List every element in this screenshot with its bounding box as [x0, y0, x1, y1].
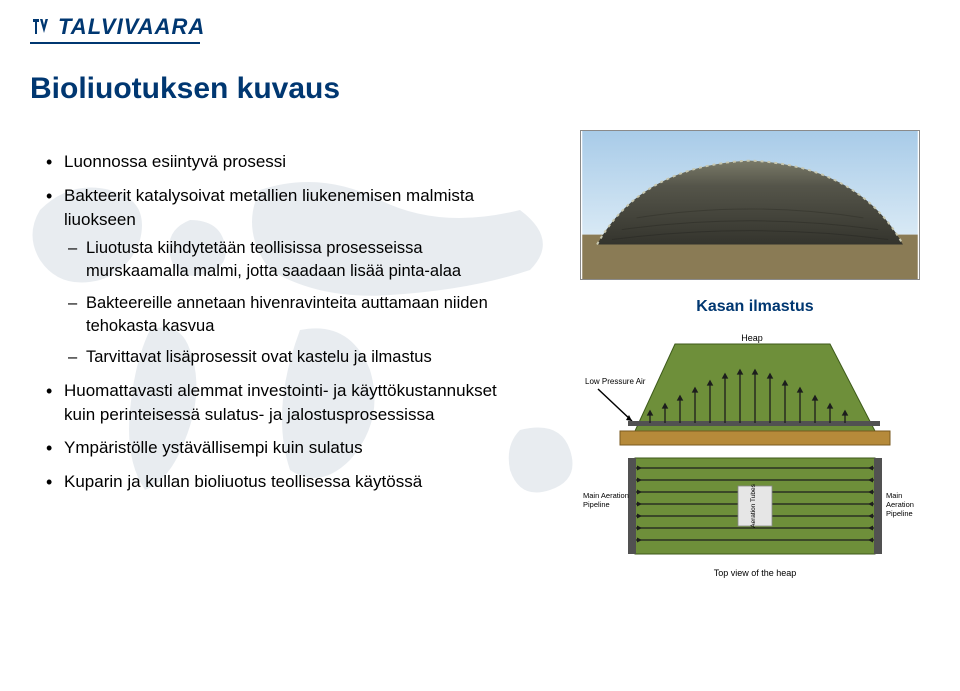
label-main-pipe-left: Main AerationPipeline: [583, 491, 629, 509]
logo: TALVIVAARA: [30, 14, 205, 40]
bullet-item: Luonnossa esiintyvä prosessi: [46, 150, 526, 174]
logo-text: TALVIVAARA: [58, 14, 205, 40]
heap-diagram: Heap Low Pressure Air: [580, 326, 920, 596]
label-top-view: Top view of the heap: [714, 568, 797, 578]
bullet-item: Kuparin ja kullan bioliuotus teollisessa…: [46, 470, 526, 494]
sub-bullet-item: Bakteereille annetaan hivenravinteita au…: [64, 292, 526, 338]
bullet-item: Bakteerit katalysoivat metallien liukene…: [46, 184, 526, 369]
bullet-text: Luonnossa esiintyvä prosessi: [64, 152, 286, 171]
slide-title: Bioliuotuksen kuvaus: [30, 72, 340, 106]
bullet-text: Kuparin ja kullan bioliuotus teollisessa…: [64, 472, 422, 491]
label-aeration-tubes: Aeration Tubes: [750, 483, 757, 527]
sub-bullet-item: Liuotusta kiihdytetään teollisissa prose…: [64, 237, 526, 283]
bullet-text: Huomattavasti alemmat investointi- ja kä…: [64, 381, 497, 424]
bullet-text: Bakteerit katalysoivat metallien liukene…: [64, 186, 474, 229]
sub-bullet-item: Tarvittavat lisäprosessit ovat kastelu j…: [64, 346, 526, 369]
bullet-item: Ympäristölle ystävällisempi kuin sulatus: [46, 436, 526, 460]
sub-bullet-text: Liuotusta kiihdytetään teollisissa prose…: [86, 239, 461, 280]
bullet-text: Ympäristölle ystävällisempi kuin sulatus: [64, 438, 363, 457]
heap-photo: [580, 130, 920, 280]
sub-bullet-text: Bakteereille annetaan hivenravinteita au…: [86, 294, 488, 335]
sub-bullet-text: Tarvittavat lisäprosessit ovat kastelu j…: [86, 348, 432, 366]
label-main-pipe-right: MainAerationPipeline: [886, 491, 914, 518]
bullet-item: Huomattavasti alemmat investointi- ja kä…: [46, 379, 526, 427]
caption: Kasan ilmastus: [580, 298, 930, 316]
logo-icon: [30, 16, 52, 38]
bullet-content: Luonnossa esiintyvä prosessi Bakteerit k…: [46, 150, 526, 504]
right-column: Kasan ilmastus Heap Low Pressure Air: [580, 130, 930, 596]
logo-underline: [30, 42, 200, 44]
label-heap: Heap: [741, 333, 763, 343]
label-lpa: Low Pressure Air: [585, 377, 646, 386]
